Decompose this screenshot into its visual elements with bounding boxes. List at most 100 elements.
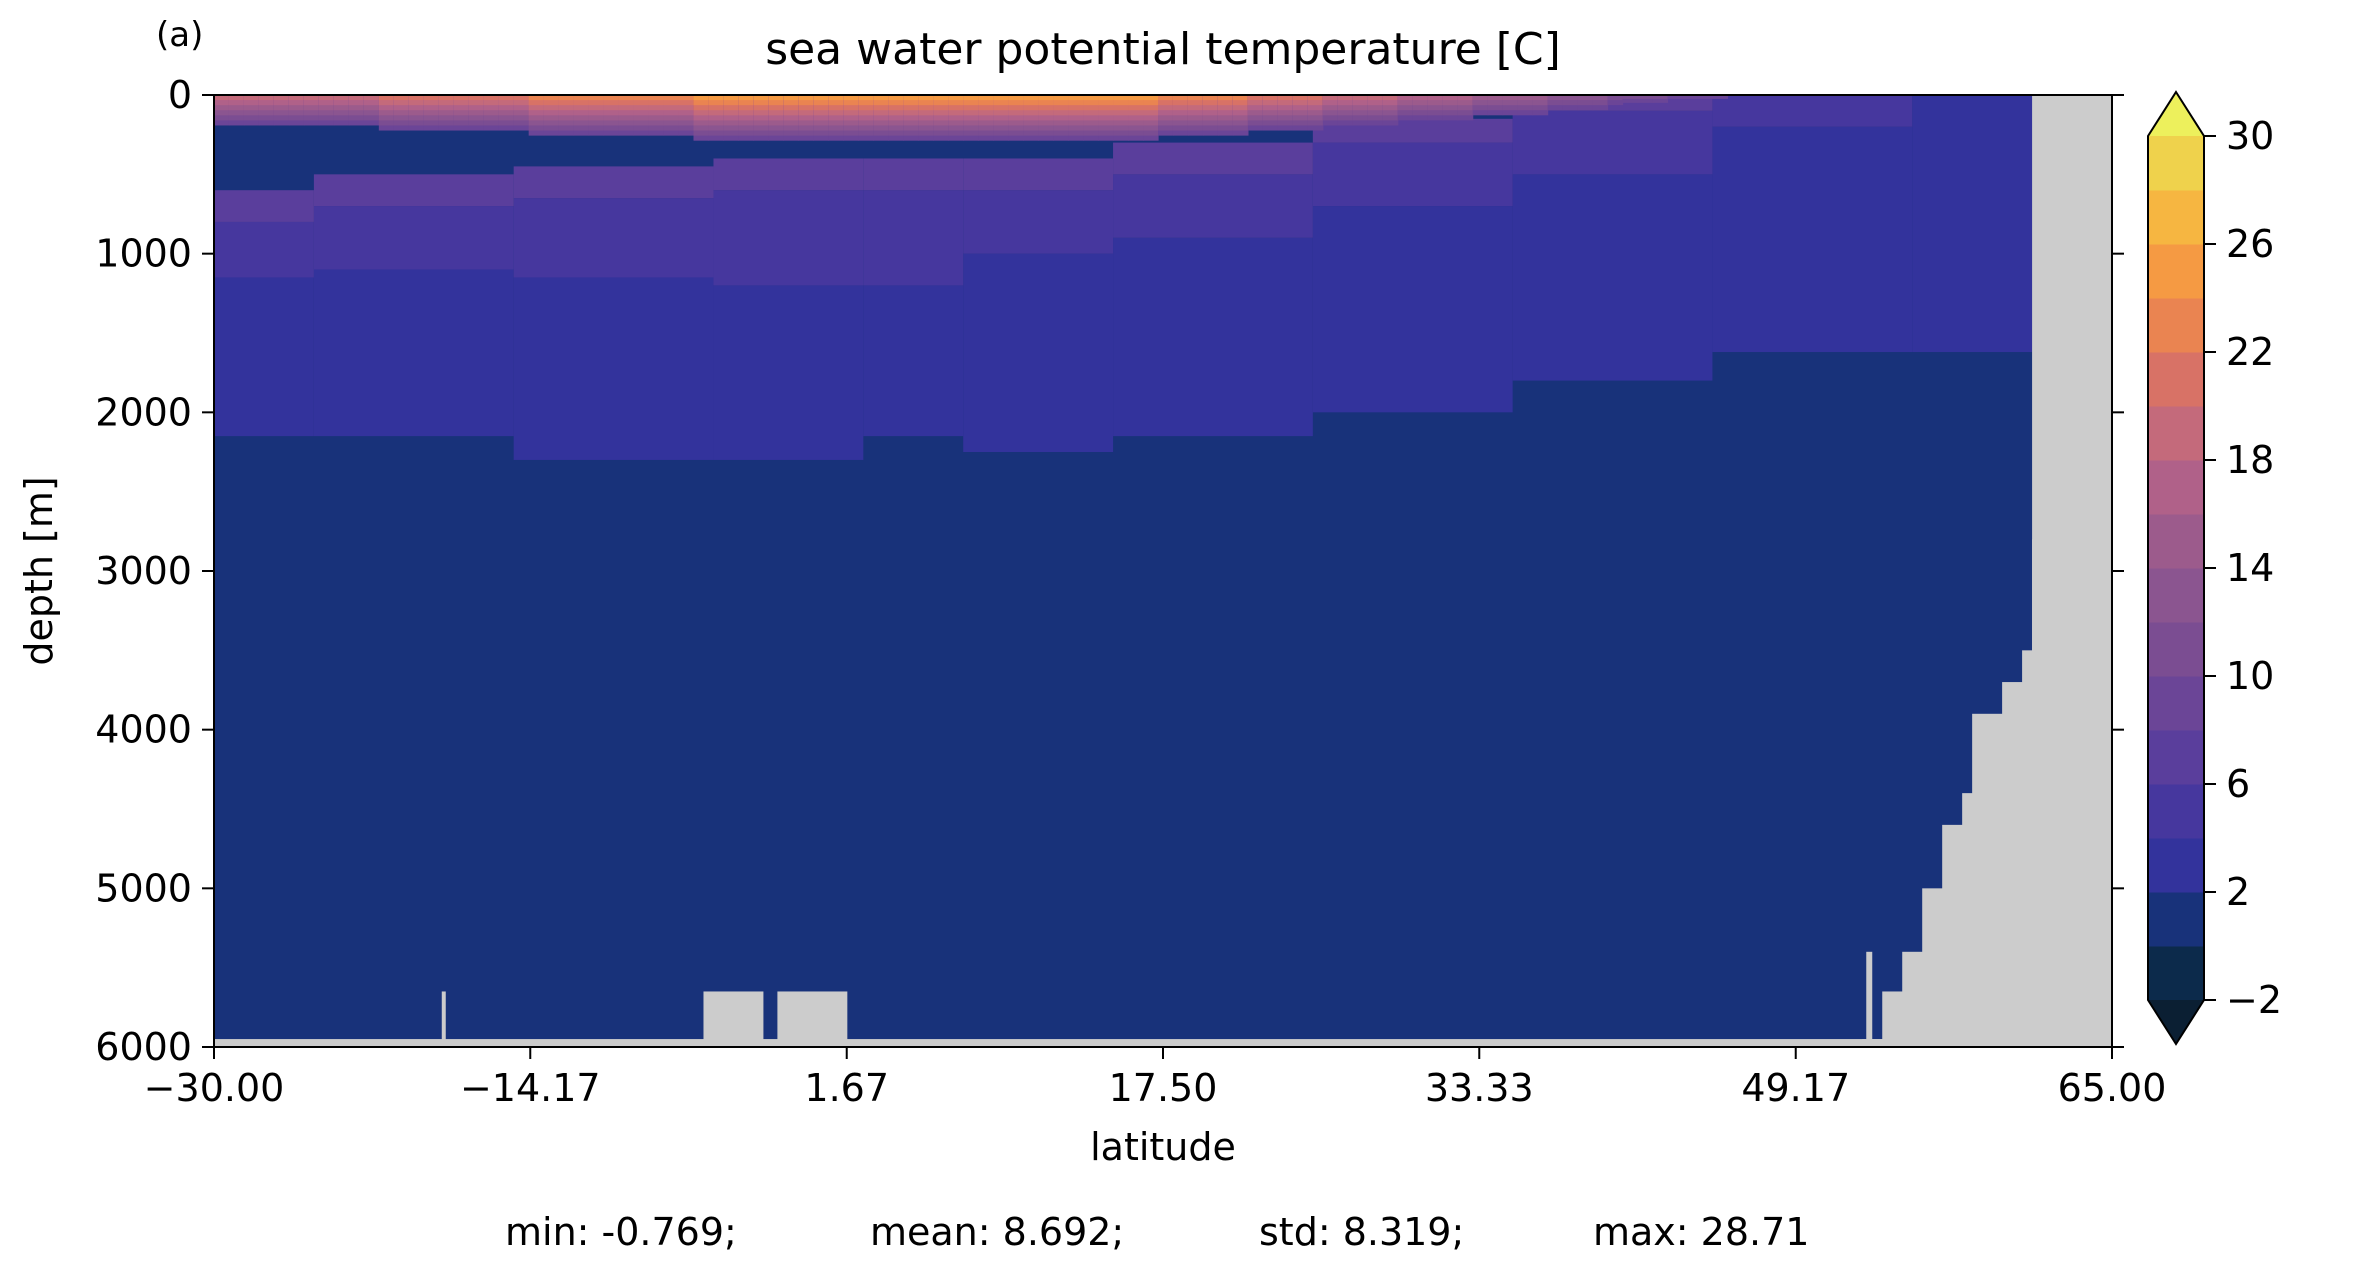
field-surface-layer	[723, 95, 740, 101]
field-surface-layer	[663, 95, 680, 101]
field-surface-layer	[1382, 95, 1399, 101]
field-band-cell	[863, 158, 964, 191]
colorbar-tick-label: 22	[2226, 330, 2274, 374]
field-surface-layer	[1667, 95, 1684, 99]
field-surface-layer	[1487, 95, 1504, 101]
land-mass	[2032, 95, 2112, 1047]
y-tick-label: 6000	[95, 1025, 192, 1069]
field-surface-layer	[1217, 95, 1234, 101]
field-surface-layer	[1637, 95, 1654, 99]
colorbar-under-arrow	[2148, 1000, 2204, 1044]
stats-std: std: 8.319;	[1259, 1210, 1464, 1254]
field-surface-layer	[1622, 95, 1639, 99]
seamount	[441, 991, 446, 1047]
field-band-cell	[313, 174, 514, 207]
field-surface-layer	[963, 95, 979, 101]
colorbar-segment	[2148, 730, 2204, 785]
colorbar-segment	[2148, 892, 2204, 947]
field-band-cell	[963, 158, 1114, 191]
field-surface-layer	[1697, 95, 1714, 99]
field-surface-layer	[438, 95, 455, 101]
field-surface-layer	[948, 95, 964, 101]
colorbar-segment	[2148, 136, 2204, 191]
x-axis: −30.00 −14.17 1.67 17.50 33.33 49.17 65.00	[144, 1047, 2166, 1110]
colorbar-segment	[2148, 838, 2204, 893]
field-surface-layer	[873, 95, 889, 101]
field-surface-layer	[1068, 95, 1084, 101]
field-surface-layer	[918, 95, 934, 101]
field-surface-layer	[1442, 95, 1459, 101]
plot-area	[214, 95, 2112, 1047]
field-surface-layer	[1562, 95, 1579, 101]
colorbar-segment	[2148, 190, 2204, 245]
field-band-cell	[313, 269, 514, 437]
continental-slope-step	[1922, 888, 1943, 1047]
field-surface-layer	[1053, 95, 1069, 101]
x-tick-label: −14.17	[460, 1066, 601, 1110]
colorbar-tick-label: 14	[2226, 546, 2274, 590]
field-band-cell	[863, 190, 964, 286]
field-surface-layer	[813, 95, 829, 101]
colorbar-segment	[2148, 946, 2204, 1001]
continental-slope-step	[1902, 951, 1923, 1047]
field-surface-layer	[1577, 95, 1594, 101]
field-surface-layer	[1457, 95, 1474, 101]
colorbar-over-arrow	[2148, 92, 2204, 136]
field-band-cell	[513, 277, 714, 460]
continental-slope-step	[1972, 713, 2003, 1047]
field-surface-layer	[1367, 95, 1384, 101]
field-surface-layer	[498, 95, 515, 101]
field-surface-layer	[1202, 95, 1219, 101]
colorbar-tick-label: 30	[2226, 114, 2274, 158]
field-surface-layer	[753, 95, 770, 101]
field-surface-layer	[933, 95, 949, 101]
field-surface-layer	[243, 95, 260, 101]
field-surface-layer	[678, 95, 695, 101]
field-band-cell	[713, 190, 864, 286]
colorbar-tick-label: 26	[2226, 222, 2274, 266]
field-surface-layer	[513, 95, 530, 101]
field-surface-layer	[1682, 95, 1699, 99]
colorbar-segment	[2148, 352, 2204, 407]
field-surface-layer	[288, 95, 305, 101]
field-surface-layer	[1607, 95, 1624, 101]
colorbar-segment	[2148, 406, 2204, 461]
field-surface-layer	[1427, 95, 1444, 101]
field-surface-layer	[1532, 95, 1549, 101]
y-axis-label: depth [m]	[17, 476, 61, 665]
field-surface-layer	[1412, 95, 1429, 101]
field-surface-layer	[888, 95, 904, 101]
field-surface-layer	[978, 95, 994, 101]
seamount	[703, 991, 764, 1047]
field-band-cell	[513, 166, 714, 199]
continental-slope-step	[2022, 650, 2033, 1047]
field-surface-layer	[1547, 95, 1564, 101]
y-axis: 0 1000 2000 3000 4000 5000 6000	[95, 73, 2124, 1069]
field-surface-layer	[528, 95, 545, 101]
continental-slope-step	[1882, 991, 1903, 1047]
field-surface-layer	[843, 95, 859, 101]
field-surface-layer	[1712, 95, 1729, 99]
stats-min: min: -0.769;	[505, 1210, 737, 1254]
seamount	[777, 991, 848, 1047]
field-surface-layer	[783, 95, 799, 101]
field-surface-layer	[768, 95, 784, 101]
field-band-cell	[1312, 206, 1513, 413]
field-surface-layer	[693, 95, 710, 101]
field-surface-layer	[1352, 95, 1369, 101]
field-surface-layer	[1592, 95, 1609, 101]
field-surface-layer	[1098, 95, 1114, 101]
field-surface-layer	[1232, 95, 1249, 101]
colorbar-segment	[2148, 676, 2204, 731]
field-surface-layer	[258, 95, 275, 101]
colorbar-segment	[2148, 514, 2204, 569]
field-surface-layer	[1172, 95, 1189, 101]
field-band-cell	[963, 190, 1114, 254]
field-surface-layer	[468, 95, 485, 101]
field-surface-layer	[1652, 95, 1669, 99]
field-surface-layer	[993, 95, 1009, 101]
colorbar-tick-label: 18	[2226, 438, 2274, 482]
field-surface-layer	[1337, 95, 1354, 101]
